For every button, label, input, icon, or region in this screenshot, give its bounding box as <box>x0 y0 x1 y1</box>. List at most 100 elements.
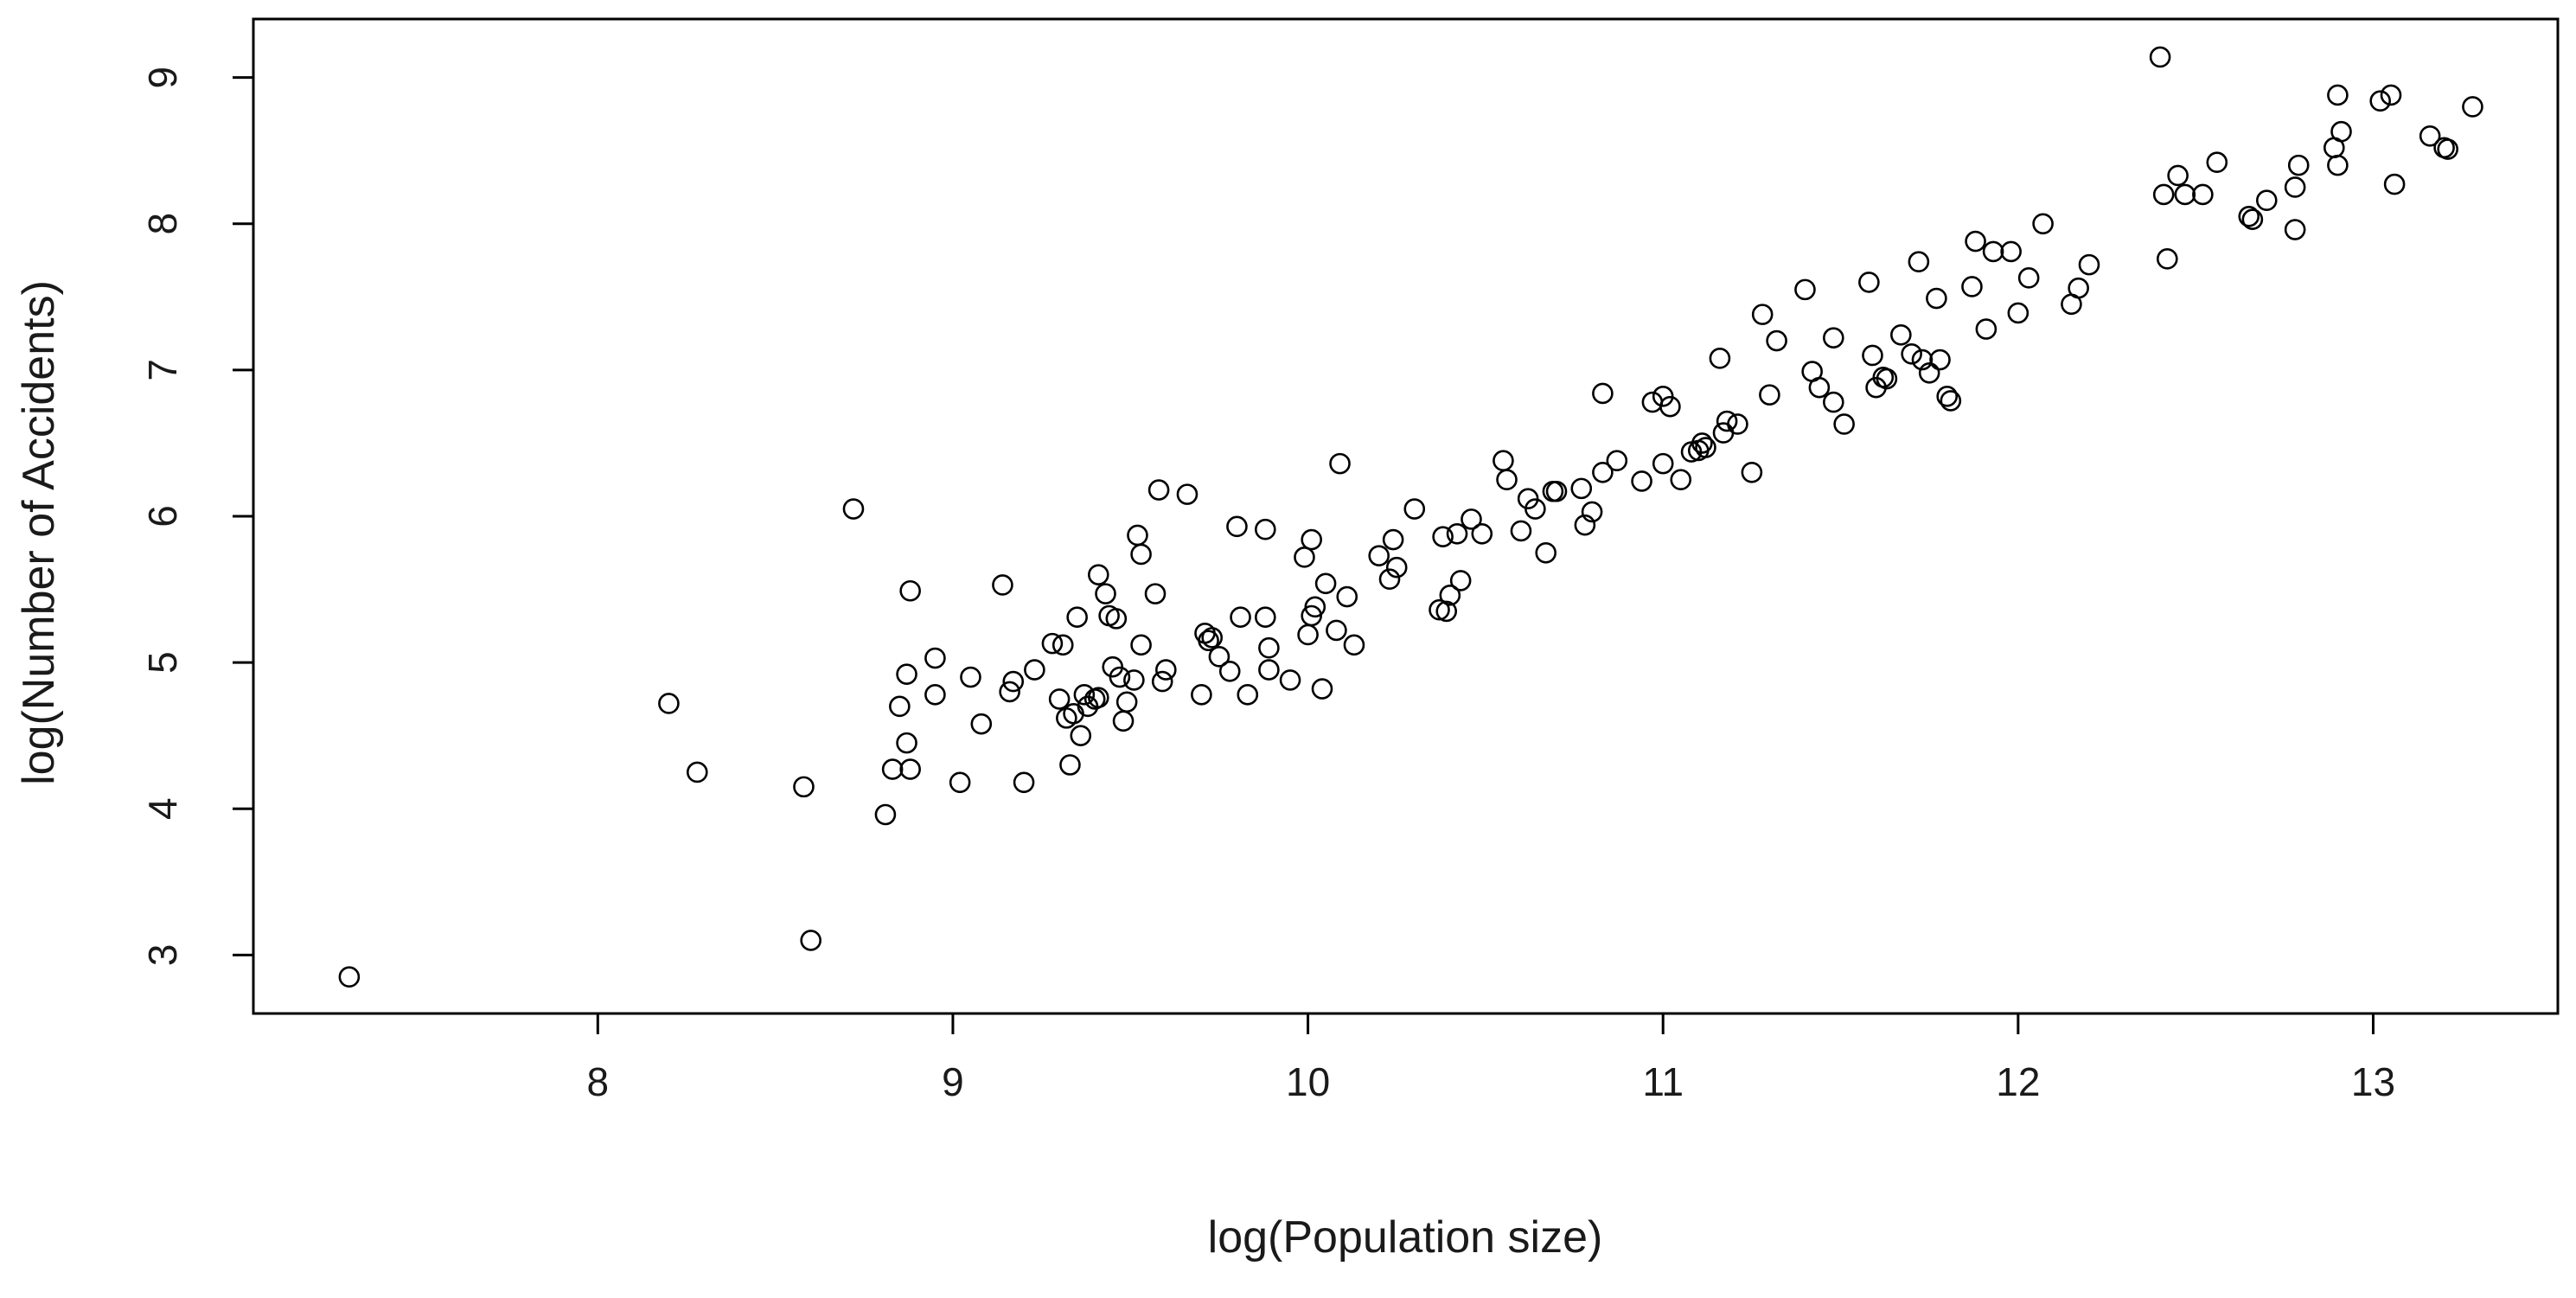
data-point <box>1073 684 1096 706</box>
data-point <box>1297 623 1319 646</box>
data-point <box>1833 413 1855 435</box>
data-point <box>1794 278 1816 301</box>
data-point <box>1808 376 1831 399</box>
data-point <box>1876 368 1898 390</box>
data-point <box>2017 267 2040 289</box>
data-point <box>1385 556 1408 579</box>
data-point <box>1965 230 1986 253</box>
data-point <box>338 966 361 988</box>
data-point <box>2174 183 2196 206</box>
data-point <box>1449 570 1472 591</box>
data-point <box>2255 189 2278 212</box>
data-point <box>1712 422 1735 444</box>
data-point <box>2241 208 2264 230</box>
data-point <box>1727 413 1748 435</box>
data-point <box>924 684 946 706</box>
data-point <box>1112 710 1135 732</box>
data-point <box>992 574 1013 596</box>
data-point <box>1574 514 1596 536</box>
data-point <box>1695 437 1716 458</box>
data-point <box>2149 46 2171 68</box>
data-point <box>1070 725 1092 746</box>
data-point <box>1123 669 1145 691</box>
data-point <box>1435 600 1458 623</box>
data-point <box>1002 670 1025 693</box>
data-point <box>2007 302 2029 324</box>
data-point <box>1823 327 1844 348</box>
data-point <box>1908 251 1930 273</box>
data-point <box>1581 501 1603 523</box>
data-point <box>949 771 971 794</box>
data-point <box>1127 524 1148 547</box>
data-point <box>2419 125 2441 147</box>
data-point <box>1130 634 1152 656</box>
data-point <box>1258 659 1280 681</box>
data-point <box>1493 450 1514 472</box>
data-point <box>1255 518 1276 540</box>
data-point <box>1592 382 1614 405</box>
data-point <box>1258 636 1280 659</box>
data-point <box>1329 452 1351 475</box>
data-point <box>1890 323 1912 346</box>
data-point <box>1198 630 1219 652</box>
data-point <box>1823 391 1844 413</box>
data-point <box>1940 390 1962 412</box>
data-point <box>2032 213 2054 235</box>
x-axis: 8 9 10 11 12 13 <box>587 1012 2395 1104</box>
data-point <box>1936 386 1959 407</box>
data-point <box>1336 585 1358 608</box>
data-point <box>1041 632 1064 655</box>
data-point <box>1641 391 1664 413</box>
data-point <box>1115 691 1138 713</box>
data-point <box>686 761 708 783</box>
data-point <box>2000 240 2022 263</box>
data-point <box>800 930 821 951</box>
data-point <box>1059 754 1081 776</box>
data-point <box>1659 395 1681 418</box>
data-point <box>1670 469 1692 491</box>
data-point <box>1570 477 1593 500</box>
data-point <box>1237 684 1259 706</box>
data-point <box>2383 173 2406 195</box>
data-point <box>2327 84 2349 106</box>
y-tick-label: 5 <box>140 651 185 674</box>
data-point <box>1929 348 1951 371</box>
data-point <box>881 758 904 780</box>
data-point <box>842 498 865 520</box>
data-point <box>1901 342 1922 365</box>
data-point <box>874 803 897 826</box>
data-point <box>2284 176 2306 198</box>
data-point <box>1716 410 1738 432</box>
data-point <box>1147 479 1170 501</box>
data-point <box>1294 547 1315 568</box>
data-point <box>1024 659 1045 681</box>
data-point <box>1144 583 1167 604</box>
data-point <box>1191 684 1212 706</box>
x-tick-label: 9 <box>942 1059 964 1104</box>
data-point <box>1176 483 1199 505</box>
y-tick-label: 3 <box>140 944 185 967</box>
data-point <box>1056 707 1077 729</box>
data-point <box>1301 528 1322 551</box>
data-point <box>1975 318 1998 340</box>
data-point <box>2167 164 2189 187</box>
data-point <box>924 647 946 669</box>
data-point <box>793 776 815 798</box>
x-tick-label: 13 <box>2351 1059 2395 1104</box>
data-point <box>1446 522 1468 545</box>
data-point <box>2380 84 2402 106</box>
data-point <box>1109 666 1131 688</box>
data-point <box>1439 585 1461 606</box>
data-point <box>1130 543 1152 566</box>
data-point <box>899 758 921 780</box>
data-point <box>2369 90 2391 112</box>
data-point <box>1382 528 1404 551</box>
data-point <box>2068 277 2089 299</box>
data-point <box>1496 469 1518 491</box>
data-point <box>1048 688 1071 710</box>
data-point <box>1759 384 1780 406</box>
data-point <box>1095 583 1116 604</box>
data-point <box>2437 138 2459 160</box>
data-point <box>1606 450 1628 472</box>
